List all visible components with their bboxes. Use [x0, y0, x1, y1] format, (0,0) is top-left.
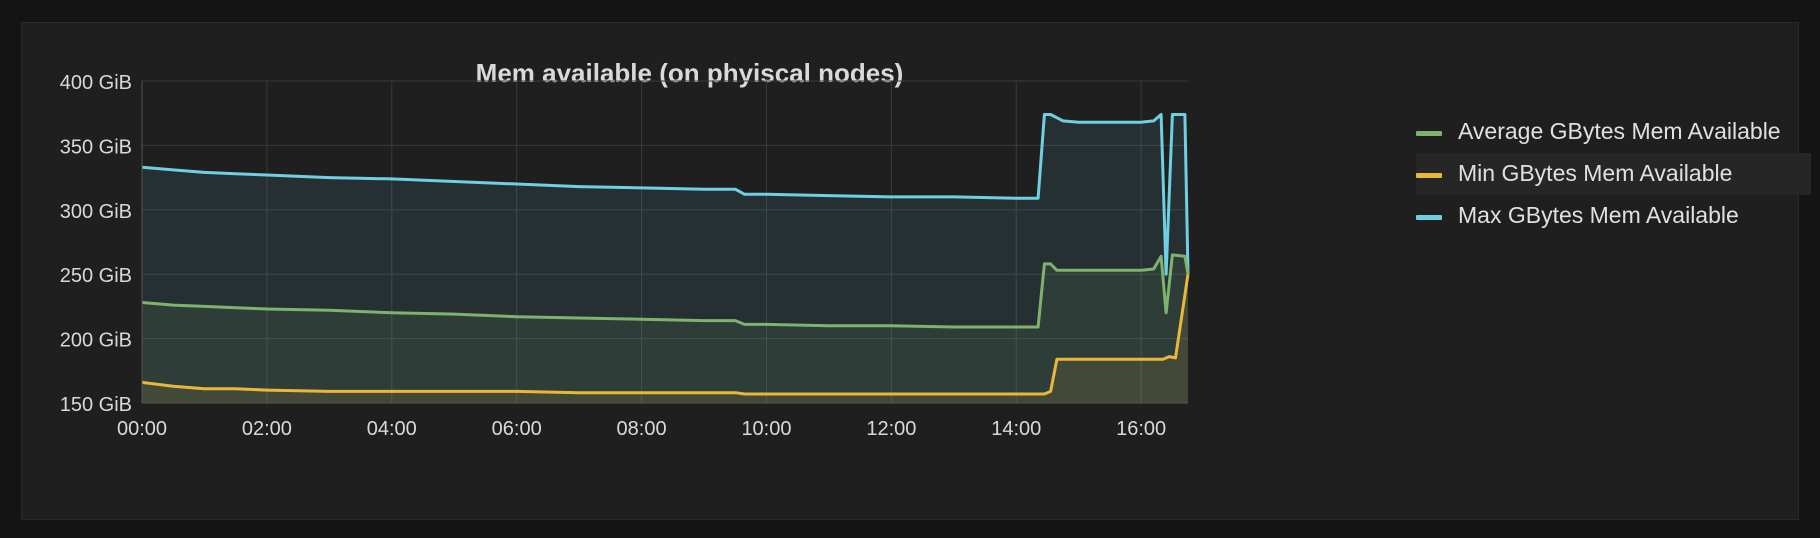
- series-area-average: [142, 254, 1188, 403]
- x-tick-label: 08:00: [617, 418, 667, 440]
- legend-swatch-average: [1416, 131, 1442, 136]
- y-tick-label: 150 GiB: [60, 394, 132, 416]
- x-tick-label: 02:00: [242, 418, 292, 440]
- legend-label-average: Average GBytes Mem Available: [1458, 118, 1781, 144]
- series-line-min: [141, 273, 1190, 396]
- panel-title[interactable]: Mem available (on phyiscal nodes): [475, 58, 904, 88]
- line-chart[interactable]: 150 GiB 200 GiB 250 GiB 300 GiB 350 GiB 400 G…: [22, 23, 1392, 521]
- y-tick-label: 200 GiB: [60, 330, 132, 352]
- y-tick-label: 250 GiB: [60, 265, 132, 287]
- y-tick-label: 300 GiB: [60, 201, 132, 223]
- axes: 150 GiB 200 GiB 250 GiB 300 GiB 350 GiB 400 G…: [60, 72, 1188, 440]
- series-line-max: [141, 113, 1190, 276]
- series-area-max: [142, 114, 1188, 403]
- x-tick-label: 06:00: [492, 418, 542, 440]
- series-line-average: [141, 253, 1190, 329]
- x-tick-label: 16:00: [1116, 418, 1166, 440]
- legend-item-min[interactable]: Min GBytes Mem Available: [1416, 153, 1811, 195]
- legend-label-max: Max GBytes Mem Available: [1458, 202, 1739, 228]
- legend-swatch-min: [1416, 173, 1442, 178]
- legend-item-average[interactable]: Average GBytes Mem Available: [1416, 111, 1811, 153]
- legend: Average GBytes Mem Available Min GBytes …: [1416, 111, 1811, 237]
- series-fills: [142, 114, 1188, 403]
- y-tick-label: 350 GiB: [60, 136, 132, 158]
- x-tick-label: 04:00: [367, 418, 417, 440]
- x-tick-label: 10:00: [741, 418, 791, 440]
- y-tick-label: 400 GiB: [60, 72, 132, 94]
- legend-item-max[interactable]: Max GBytes Mem Available: [1416, 195, 1811, 237]
- graph-panel: Mem available (on phyiscal nodes) 150 Gi…: [21, 22, 1811, 521]
- grid: [141, 80, 1188, 404]
- x-tick-label: 14:00: [991, 418, 1041, 440]
- legend-label-min: Min GBytes Mem Available: [1458, 160, 1733, 186]
- x-tick-label: 12:00: [866, 418, 916, 440]
- legend-swatch-max: [1416, 215, 1442, 220]
- series-lines: [141, 113, 1190, 396]
- x-tick-label: 00:00: [117, 418, 167, 440]
